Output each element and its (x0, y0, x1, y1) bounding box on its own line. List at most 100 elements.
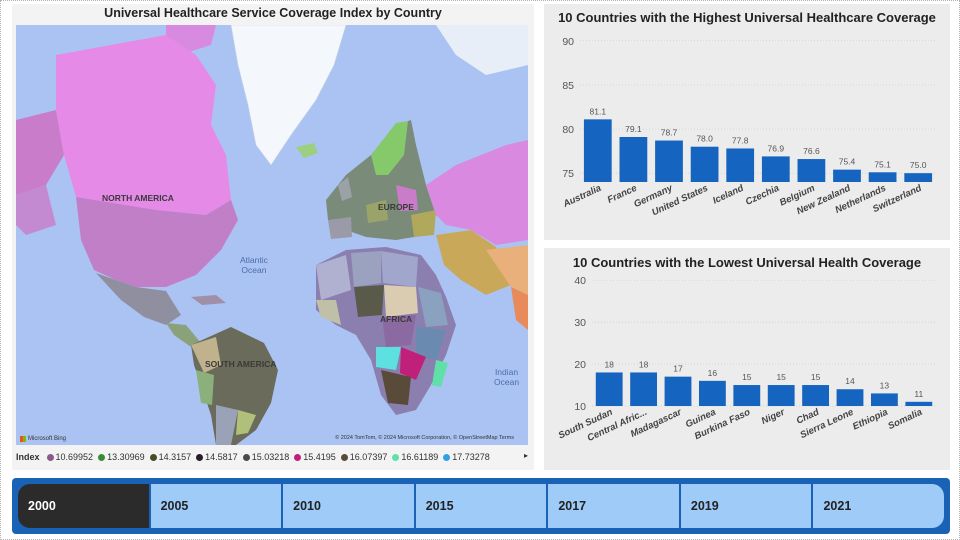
x-tick-label: Australia (561, 183, 603, 211)
legend-label: 15.4195 (303, 452, 336, 462)
top-chart-svg: 7580859081.1Australia79.1France78.7Germa… (561, 36, 936, 218)
y-tick-label: 75 (562, 168, 574, 180)
x-tick-label: Somalia (886, 407, 924, 432)
bar-value-label: 78.7 (661, 128, 678, 138)
legend-title: Index (16, 452, 40, 462)
bar[interactable] (690, 146, 719, 182)
bar[interactable] (767, 385, 795, 406)
year-slicer: 2000 2005 2010 2015 2017 2019 2021 (12, 478, 950, 534)
year-button-2000[interactable]: 2000 (18, 484, 151, 528)
bar-value-label: 78.0 (696, 134, 713, 144)
bar[interactable] (664, 376, 692, 406)
bar-value-label: 14 (845, 376, 855, 386)
year-button-2010[interactable]: 2010 (283, 484, 416, 528)
year-button-2017[interactable]: 2017 (548, 484, 681, 528)
y-tick-label: 20 (574, 359, 586, 371)
year-label: 2019 (690, 499, 719, 513)
bar[interactable] (595, 372, 623, 406)
label-indian-ocean: Indian Ocean (494, 367, 520, 387)
bar-value-label: 77.8 (732, 135, 749, 145)
map-copyright[interactable]: © 2024 TomTom, © 2024 Microsoft Corporat… (335, 435, 514, 441)
bar-value-label: 76.9 (768, 143, 785, 153)
usa-shape (76, 197, 238, 287)
legend-dot-icon (46, 453, 54, 461)
year-label: 2000 (28, 499, 56, 513)
legend-dot-icon (242, 453, 250, 461)
bar[interactable] (836, 389, 864, 406)
label-europe: EUROPE (378, 202, 414, 212)
iceland-shape (296, 143, 318, 158)
legend-label: 14.5817 (205, 452, 238, 462)
bar[interactable] (833, 169, 861, 182)
label-atlantic-ocean: Atlantic Ocean (240, 255, 268, 275)
year-label: 2005 (160, 499, 189, 513)
y-tick-label: 10 (574, 401, 586, 413)
mexico-shape (96, 273, 181, 325)
map-title: Universal Healthcare Service Coverage In… (104, 6, 442, 20)
bar[interactable] (802, 385, 830, 406)
bar[interactable] (797, 159, 826, 182)
legend-label: 14.3157 (158, 452, 192, 462)
bar-value-label: 76.6 (803, 146, 820, 156)
year-button-2015[interactable]: 2015 (415, 484, 549, 528)
map-legend: Index 10.69952 13.30969 14.3157 14.5817 15.0… (16, 449, 528, 465)
map-visual: Universal Healthcare Service Coverage In… (12, 4, 534, 470)
bar-value-label: 11 (914, 389, 923, 399)
legend-item[interactable]: 10.69952 (46, 452, 93, 462)
legend-item[interactable]: 14.3157 (149, 452, 192, 462)
bottom-coverage-chart: 10 Countries with the Lowest Universal H… (544, 248, 950, 470)
legend-item[interactable]: 14.5817 (196, 452, 238, 462)
bar[interactable] (905, 401, 933, 406)
year-button-2019[interactable]: 2019 (680, 484, 814, 528)
label-north-america: NORTH AMERICA (102, 193, 174, 203)
y-tick-label: 30 (574, 317, 586, 329)
bar[interactable] (630, 372, 658, 406)
legend-dot-icon (392, 453, 400, 461)
bar-value-label: 17 (673, 364, 683, 374)
bar[interactable] (904, 173, 933, 182)
bar[interactable] (868, 172, 897, 182)
legend-item[interactable]: 13.30969 (98, 452, 145, 462)
bar[interactable] (761, 156, 790, 182)
x-tick-label: Niger (760, 406, 788, 427)
legend-dot-icon (196, 453, 204, 461)
legend-item[interactable]: 15.03218 (242, 452, 290, 462)
bar[interactable] (583, 119, 612, 182)
top-chart-title: 10 Countries with the Highest Universal … (558, 10, 936, 25)
alaska-shape (16, 110, 64, 195)
year-button-2005[interactable]: 2005 (150, 484, 284, 528)
legend-label: 16.61189 (401, 452, 439, 462)
legend-label: 15.03218 (251, 452, 290, 462)
bar[interactable] (870, 393, 898, 406)
legend-item[interactable]: 17.73278 (443, 452, 490, 462)
legend-item[interactable]: 16.61189 (392, 452, 438, 462)
bar[interactable] (619, 137, 648, 182)
choropleth-map[interactable]: NORTH AMERICA SOUTH AMERICA EUROPE AFRIC… (16, 25, 528, 445)
bar-value-label: 15 (811, 372, 821, 382)
legend-scroll-right-icon[interactable]: ▸ (523, 451, 528, 460)
legend-item[interactable]: 15.4195 (294, 452, 336, 462)
legend-label: 13.30969 (107, 452, 145, 462)
bar-value-label: 75.4 (839, 157, 856, 167)
legend-label: 17.73278 (452, 452, 490, 462)
bar-value-label: 16 (708, 368, 718, 378)
bar[interactable] (726, 148, 755, 182)
microsoft-logo-icon (20, 436, 26, 442)
top-coverage-chart: 10 Countries with the Highest Universal … (544, 4, 950, 240)
label-africa: AFRICA (380, 314, 413, 324)
bar[interactable] (733, 385, 761, 406)
bar[interactable] (655, 140, 683, 182)
map-shapes (16, 25, 528, 445)
bar[interactable] (698, 380, 726, 406)
year-button-2021[interactable]: 2021 (813, 484, 945, 528)
bar-value-label: 15 (742, 372, 752, 382)
uk-shape (338, 177, 352, 201)
bar-value-label: 75.0 (910, 160, 927, 170)
bar-value-label: 79.1 (625, 124, 642, 134)
y-tick-label: 90 (562, 36, 574, 48)
y-tick-label: 40 (574, 275, 586, 287)
legend-item[interactable]: 16.07397 (340, 452, 387, 462)
bar-value-label: 18 (604, 359, 614, 369)
